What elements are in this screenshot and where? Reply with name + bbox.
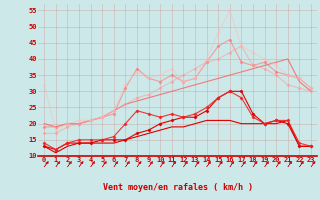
Text: Vent moyen/en rafales ( km/h ): Vent moyen/en rafales ( km/h ) (103, 183, 252, 192)
